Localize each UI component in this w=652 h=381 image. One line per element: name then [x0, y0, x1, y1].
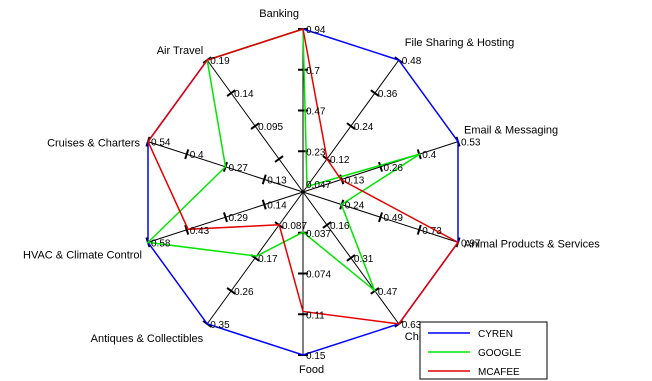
- series-layer: [146, 27, 460, 356]
- tick-label: 0.12: [330, 155, 350, 166]
- tick-label: 0.4: [422, 150, 436, 161]
- tick-label: 0.27: [229, 163, 249, 174]
- tick-label: 0.074: [306, 270, 331, 281]
- tick-label: 0.047: [306, 180, 331, 191]
- tick-mark: [378, 212, 384, 223]
- axis-label-hvac-and-climate-control: HVAC & Climate Control: [23, 249, 142, 261]
- tick-mark: [226, 287, 236, 295]
- tick-label: 0.17: [258, 254, 278, 265]
- tick-label: 0.26: [384, 163, 404, 174]
- tick-mark: [261, 174, 267, 185]
- tick-label: 0.087: [282, 221, 307, 232]
- tick-label: 0.47: [378, 287, 398, 298]
- tick-label: 0.36: [378, 89, 398, 100]
- tick-label: 0.23: [306, 147, 326, 158]
- tick-label: 0.24: [345, 201, 365, 212]
- tick-mark: [222, 212, 228, 223]
- tick-label: 0.29: [229, 213, 249, 224]
- series-polygon-google: [146, 27, 421, 293]
- axis-label-banking: Banking: [259, 8, 299, 20]
- axis-label-animal-products-and-services: Animal Products & Services: [464, 238, 600, 250]
- tick-mark: [226, 89, 236, 97]
- legend-label-google: GOOGLE: [478, 348, 522, 359]
- tick-label: 0.49: [384, 213, 404, 224]
- tick-label: 0.13: [345, 175, 365, 186]
- tick-label: 0.7: [306, 66, 320, 77]
- tick-label: 0.53: [461, 138, 481, 149]
- tick-label: 0.24: [354, 122, 374, 133]
- axis-label-cruises-and-charters: Cruises & Charters: [47, 138, 140, 150]
- label-layer: 0.94 0.7 0.47 0.23 0.047 0.48 0.36 0.24 0.12 0.53…: [23, 8, 600, 376]
- tick-label: 0.97: [461, 238, 481, 249]
- axis-label-air-travel: Air Travel: [157, 45, 203, 57]
- tick-label: 0.26: [234, 287, 254, 298]
- tick-mark: [378, 161, 384, 172]
- tick-label: 0.14: [234, 89, 254, 100]
- tick-mark: [346, 254, 356, 262]
- axis-label-email-and-messaging: Email & Messaging: [464, 125, 558, 137]
- tick-mark: [322, 221, 332, 229]
- tick-mark: [261, 199, 267, 210]
- legend-box: [419, 321, 548, 380]
- tick-mark: [370, 89, 380, 97]
- tick-label: 0.11: [306, 310, 325, 321]
- tick-label: 0.15: [306, 351, 326, 362]
- tick-label: 0.4: [190, 150, 204, 161]
- tick-mark: [274, 155, 284, 163]
- tick-label: 0.095: [258, 122, 283, 133]
- axis-label-antiques-and-collectibles: Antiques & Collectibles: [91, 333, 204, 345]
- tick-label: 0.54: [151, 138, 171, 149]
- tick-label: 0.14: [267, 201, 287, 212]
- tick-label: 0.19: [210, 56, 230, 67]
- tick-label: 0.43: [190, 226, 210, 237]
- tick-label: 0.94: [306, 25, 326, 36]
- axis-label-file-sharing-and-hosting: File Sharing & Hosting: [405, 37, 514, 49]
- axis-label-food: Food: [299, 364, 324, 376]
- tick-label: 0.037: [306, 229, 331, 240]
- tick-mark: [250, 122, 260, 130]
- tick-mark: [184, 149, 190, 160]
- tick-label: 0.47: [306, 107, 326, 118]
- series-polygon-mcafee: [147, 28, 460, 325]
- tick-mark: [346, 122, 356, 130]
- legend-label-cyren: CYREN: [478, 329, 513, 340]
- tick-mark: [184, 224, 190, 235]
- tick-mark: [416, 224, 422, 235]
- tick-label: 0.73: [422, 226, 442, 237]
- tick-label: 0.13: [267, 175, 287, 186]
- tick-label: 0.31: [354, 254, 374, 265]
- tick-label: 0.16: [330, 221, 350, 232]
- tick-label: 0.48: [402, 56, 422, 67]
- legend-label-mcafee: MCAFEE: [478, 367, 520, 378]
- tick-label: 0.63: [402, 320, 422, 331]
- tick-label: 0.58: [151, 238, 171, 249]
- legend: CYREN GOOGLE MCAFEE: [419, 321, 548, 380]
- tick-label: 0.35: [210, 320, 230, 331]
